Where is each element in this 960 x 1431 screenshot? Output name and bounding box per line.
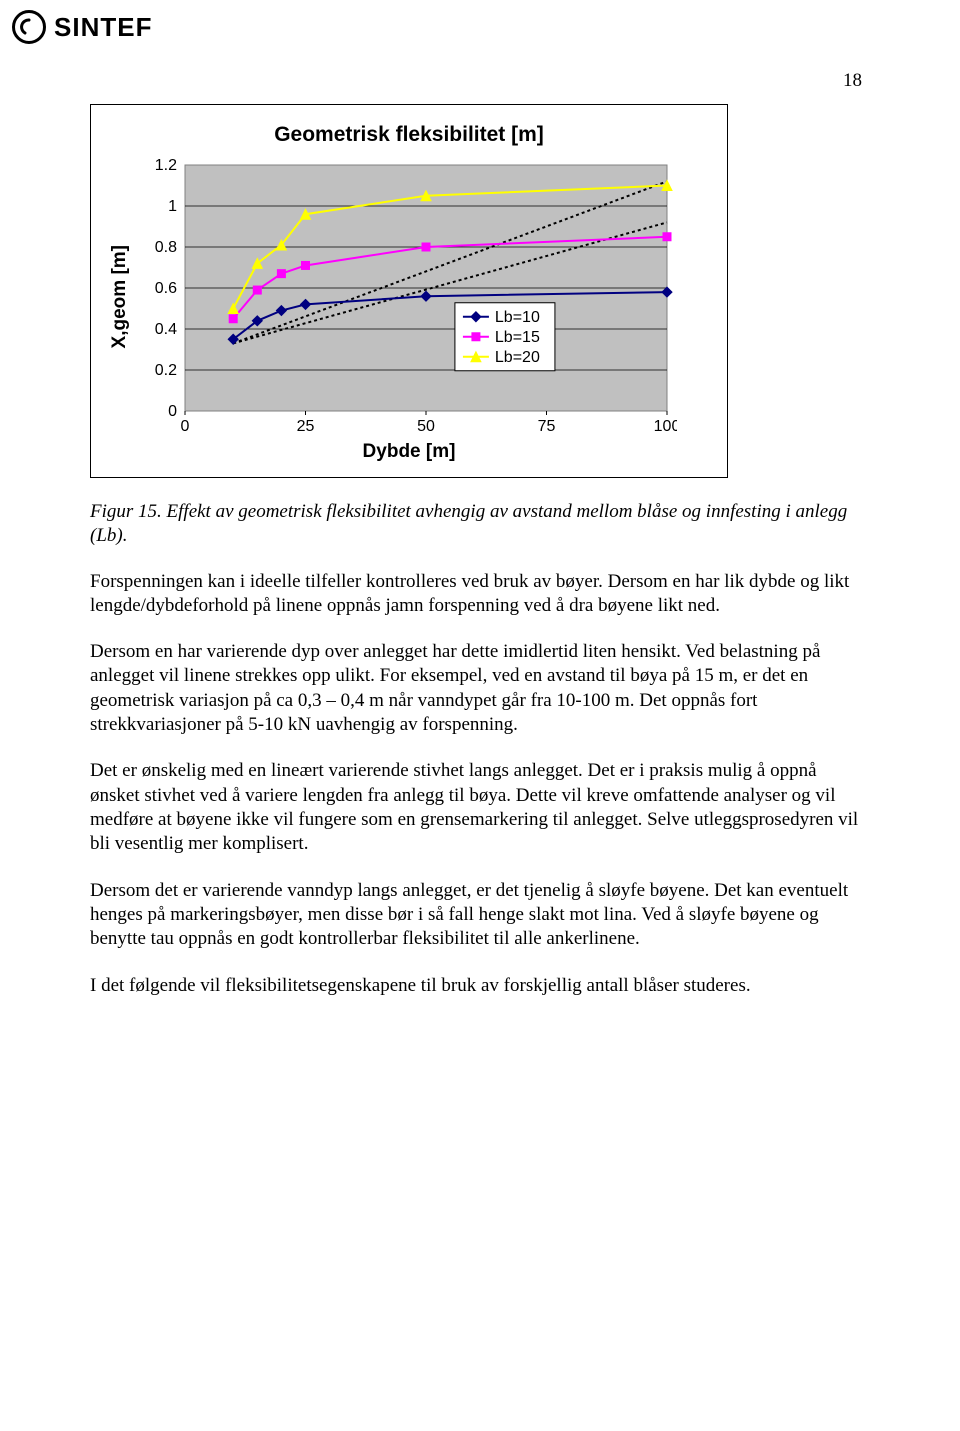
svg-text:Lb=10: Lb=10	[495, 309, 540, 326]
paragraph-5: I det følgende vil fleksibilitetsegenska…	[90, 974, 870, 998]
svg-text:0.8: 0.8	[155, 239, 177, 256]
svg-text:25: 25	[297, 418, 315, 435]
sintef-logo-icon	[12, 10, 46, 44]
svg-text:Lb=15: Lb=15	[495, 329, 540, 346]
svg-text:1.2: 1.2	[155, 157, 177, 174]
chart-xlabel: Dybde [m]	[109, 441, 709, 463]
paragraph-2: Dersom en har varierende dyp over anlegg…	[90, 640, 870, 737]
page-number: 18	[90, 70, 870, 92]
svg-text:Lb=20: Lb=20	[495, 349, 540, 366]
chart-ylabel: X,geom [m]	[109, 245, 131, 348]
paragraph-3: Det er ønskelig med en lineært varierend…	[90, 759, 870, 856]
svg-text:1: 1	[168, 198, 177, 215]
svg-text:0: 0	[181, 418, 190, 435]
header: SINTEF	[0, 0, 960, 50]
svg-text:100: 100	[654, 418, 677, 435]
chart-plot: 0 0.2 0.4 0.6 0.8 1 1.2 0 25 50 75 100 Lb=10 Lb=15 Lb=…	[137, 157, 677, 437]
figure-caption: Figur 15. Effekt av geometrisk fleksibil…	[90, 500, 870, 548]
paragraph-4: Dersom det er varierende vanndyp langs a…	[90, 879, 870, 952]
svg-text:0.2: 0.2	[155, 362, 177, 379]
chart-title: Geometrisk fleksibilitet [m]	[109, 123, 709, 147]
svg-text:50: 50	[417, 418, 435, 435]
svg-text:0.6: 0.6	[155, 280, 177, 297]
svg-text:75: 75	[538, 418, 556, 435]
svg-text:0.4: 0.4	[155, 321, 177, 338]
paragraph-1: Forspenningen kan i ideelle tilfeller ko…	[90, 570, 870, 619]
chart-container: Geometrisk fleksibilitet [m] X,geom [m] …	[90, 104, 728, 478]
svg-text:0: 0	[168, 403, 177, 420]
logo-text: SINTEF	[54, 12, 152, 43]
